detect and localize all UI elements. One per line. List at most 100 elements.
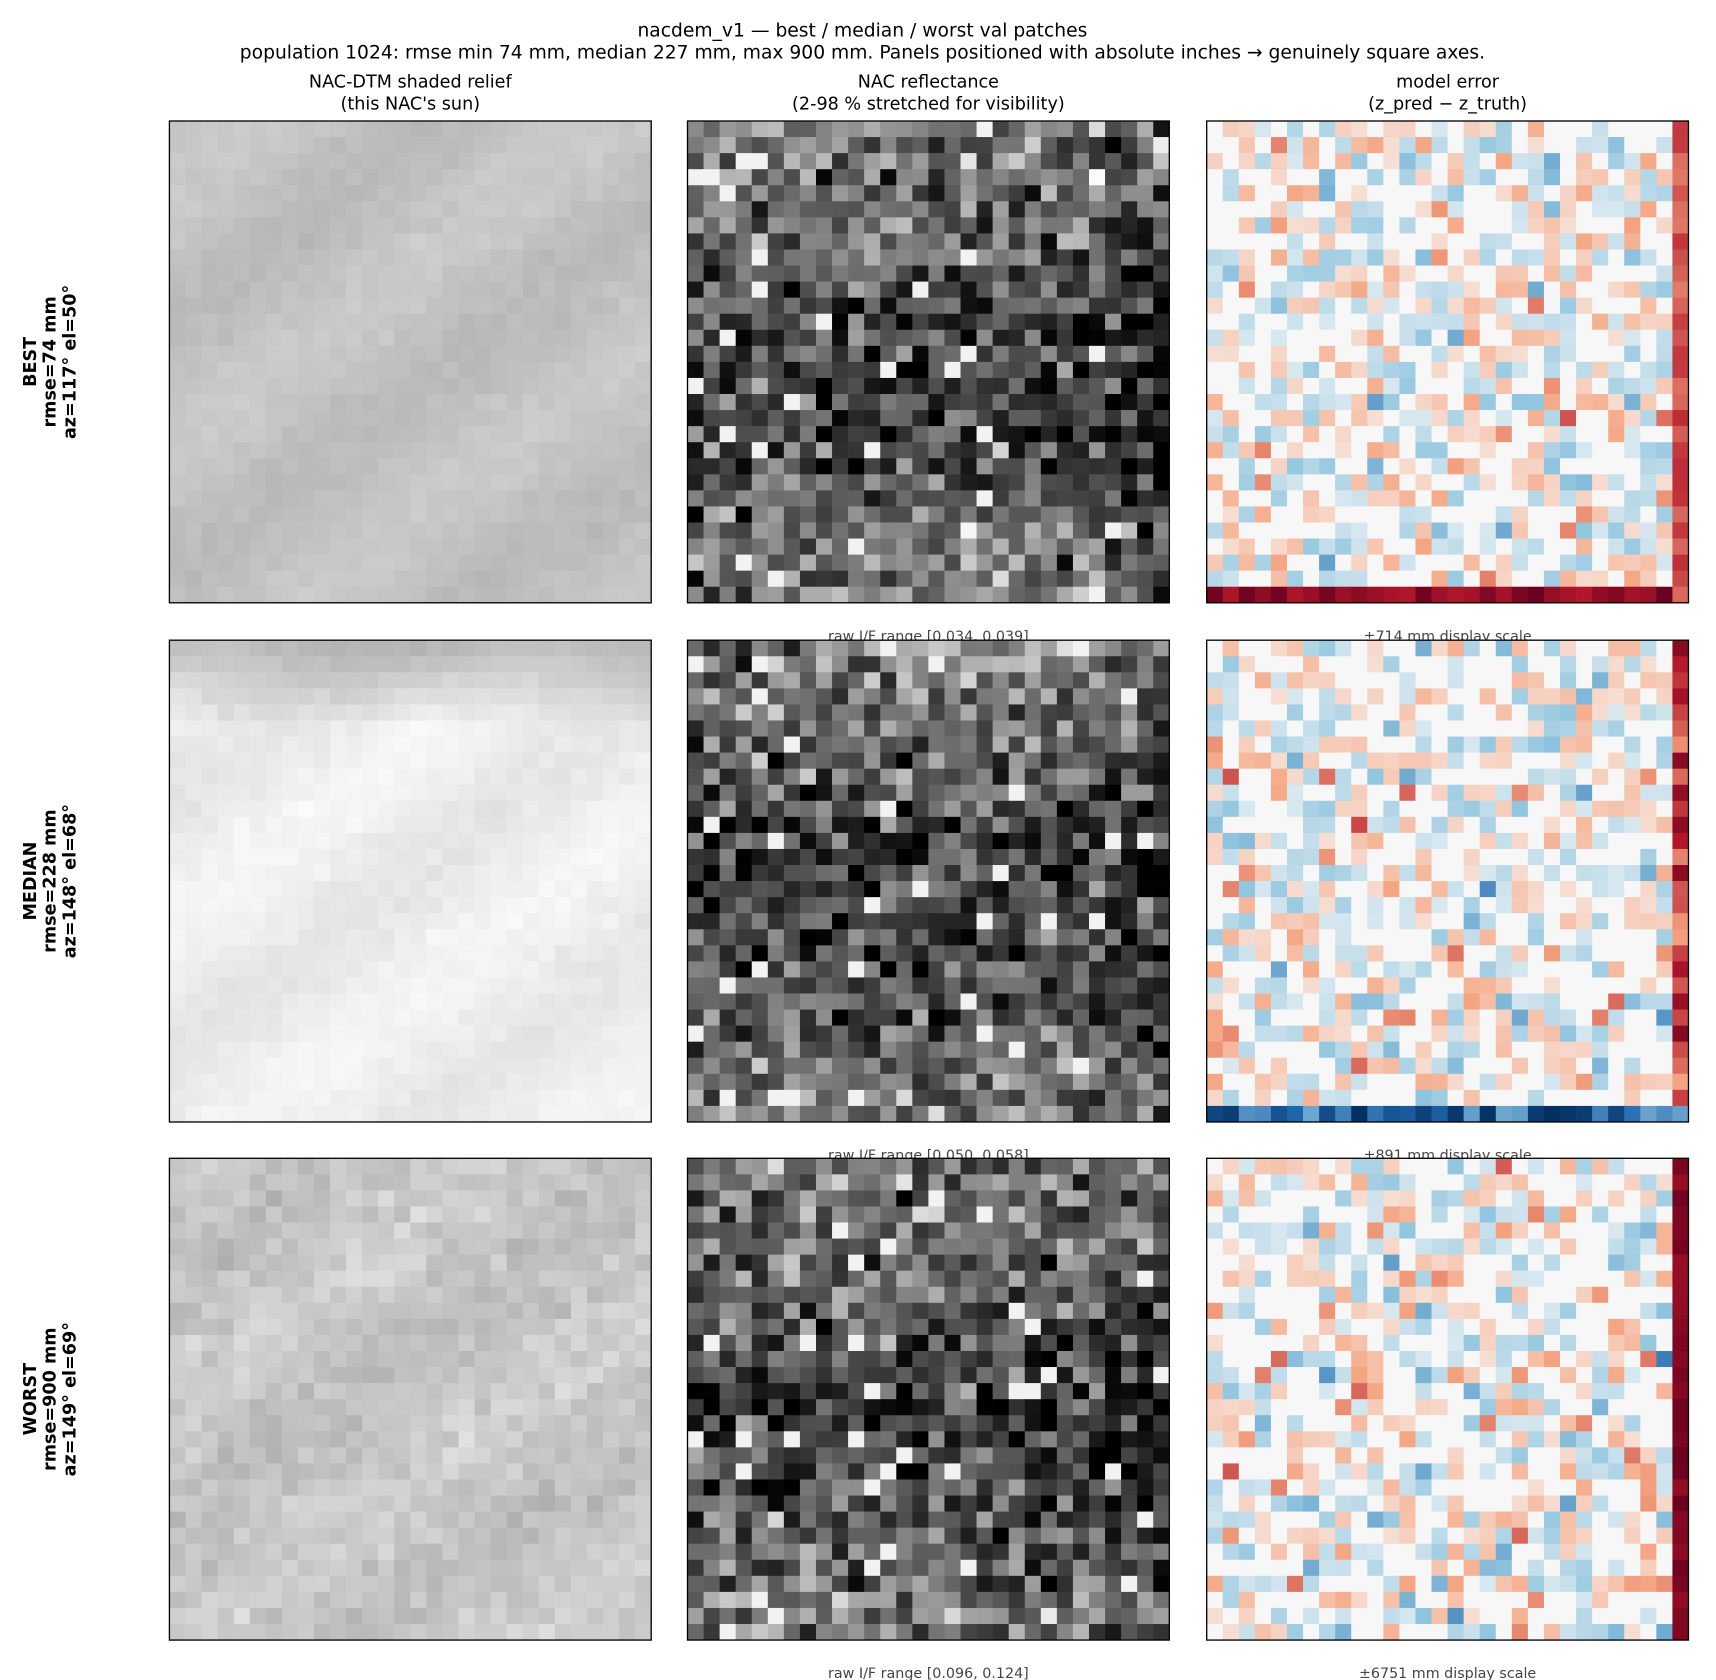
pixel: [928, 752, 945, 769]
pixel: [1495, 784, 1513, 802]
pixel: [976, 816, 993, 834]
pixel: [1640, 704, 1657, 721]
pixel: [217, 313, 234, 331]
pixel: [1270, 265, 1288, 282]
pixel: [1088, 185, 1106, 202]
pixel: [1592, 394, 1609, 411]
pixel: [1105, 1089, 1122, 1107]
pixel: [799, 704, 817, 721]
pixel: [249, 736, 267, 753]
pixel: [603, 120, 620, 138]
pixel: [506, 977, 524, 994]
pixel: [1367, 394, 1384, 411]
pixel: [394, 281, 411, 298]
pixel: [992, 752, 1010, 769]
pixel: [169, 897, 186, 914]
pixel: [313, 945, 331, 962]
pixel: [1511, 800, 1529, 818]
pixel: [1383, 848, 1400, 866]
pixel: [201, 913, 218, 930]
pixel: [1576, 233, 1593, 250]
pixel: [864, 313, 881, 331]
pixel: [1479, 233, 1497, 250]
pixel: [281, 832, 299, 850]
pixel: [928, 281, 945, 298]
pixel: [1479, 570, 1497, 588]
pixel: [848, 490, 865, 507]
pixel: [1399, 377, 1416, 395]
pixel: [1335, 442, 1352, 459]
pixel: [1137, 442, 1154, 459]
pixel: [799, 137, 817, 154]
pixel: [992, 249, 1010, 266]
pixel: [169, 816, 186, 834]
pixel: [426, 1009, 443, 1026]
pixel: [719, 169, 737, 186]
pixel: [1319, 752, 1336, 769]
pixel: [1351, 442, 1368, 459]
pixel: [1431, 410, 1448, 427]
pixel: [1431, 233, 1448, 250]
pixel: [1447, 752, 1464, 769]
pixel: [1008, 538, 1026, 555]
pixel: [474, 752, 491, 769]
pixel: [896, 865, 913, 882]
pixel: [735, 458, 753, 475]
pixel: [185, 768, 202, 786]
pixel: [1656, 217, 1673, 234]
pixel: [1672, 506, 1689, 523]
pixel: [1431, 816, 1448, 834]
pixel: [169, 586, 186, 604]
pixel: [1153, 249, 1170, 266]
pixel: [1656, 442, 1673, 459]
pixel: [1072, 522, 1090, 539]
pixel: [1463, 329, 1481, 347]
pixel: [1351, 233, 1368, 250]
pixel: [281, 816, 299, 834]
pixel: [703, 586, 720, 604]
pixel: [960, 281, 977, 298]
pixel: [1024, 993, 1042, 1010]
pixel: [751, 752, 769, 769]
pixel: [1121, 554, 1138, 571]
pixel: [1479, 752, 1497, 769]
pixel: [751, 265, 769, 282]
pixel: [410, 217, 427, 234]
pixel: [1024, 345, 1042, 363]
pixel: [1206, 816, 1224, 834]
pixel: [410, 848, 427, 866]
pixel: [976, 897, 993, 914]
pixel: [169, 249, 186, 266]
pixel: [1319, 169, 1336, 186]
pixel: [1351, 800, 1368, 818]
pixel: [538, 688, 556, 705]
pixel: [538, 672, 556, 689]
pixel: [619, 217, 636, 234]
pixel: [346, 993, 363, 1010]
pixel: [1121, 281, 1138, 298]
pixel: [1576, 688, 1593, 705]
pixel: [330, 1073, 347, 1091]
pixel: [1351, 688, 1368, 705]
pixel: [1399, 720, 1416, 737]
pixel: [458, 458, 475, 475]
pixel: [394, 1025, 411, 1043]
pixel: [297, 688, 315, 705]
pixel: [1511, 720, 1529, 737]
pixel: [767, 784, 785, 802]
pixel: [1576, 816, 1593, 834]
pixel: [815, 297, 833, 315]
pixel: [522, 265, 540, 282]
pixel: [1560, 506, 1577, 523]
pixel: [832, 1009, 849, 1026]
pixel: [864, 752, 881, 769]
pixel: [1153, 361, 1170, 379]
pixel: [1286, 865, 1304, 882]
pixel: [474, 832, 491, 850]
pixel: [233, 672, 251, 689]
pixel: [687, 977, 704, 994]
pixel: [603, 217, 620, 234]
pixel: [1415, 217, 1432, 234]
pixel: [767, 736, 785, 753]
pixel: [1576, 361, 1593, 379]
